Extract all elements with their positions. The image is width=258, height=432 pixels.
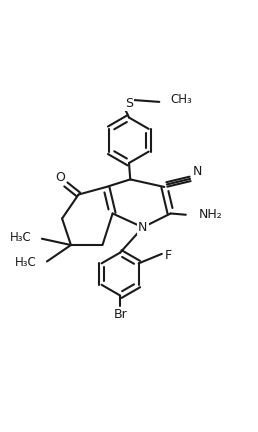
Text: N: N	[192, 165, 202, 178]
Text: NH₂: NH₂	[199, 208, 223, 221]
Text: CH₃: CH₃	[171, 93, 192, 106]
Text: O: O	[55, 171, 65, 184]
Text: F: F	[165, 249, 172, 262]
Text: Br: Br	[113, 308, 127, 321]
Text: H₃C: H₃C	[15, 256, 37, 269]
Text: H₃C: H₃C	[10, 231, 32, 244]
Text: N: N	[138, 221, 148, 234]
Text: S: S	[125, 97, 133, 110]
